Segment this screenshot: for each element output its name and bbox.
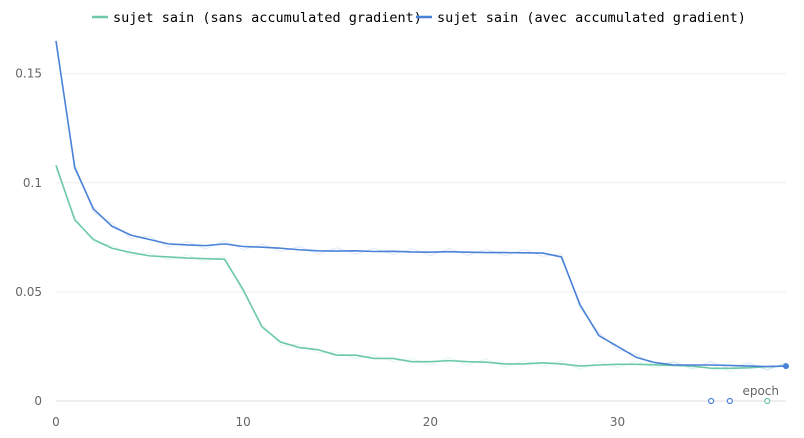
y-tick-label: 0 bbox=[34, 394, 42, 408]
series-points bbox=[708, 363, 789, 405]
x-tick-label: 30 bbox=[610, 415, 625, 429]
axis-marker[interactable] bbox=[764, 397, 771, 405]
raw-trace-1 bbox=[55, 44, 787, 371]
raw-trace-0 bbox=[55, 168, 787, 373]
series-end-point[interactable] bbox=[783, 363, 789, 370]
legend[interactable]: sujet sain (sans accumulated gradient) s… bbox=[92, 10, 746, 26]
y-tick-label: 0.1 bbox=[23, 176, 42, 190]
y-tick-label: 0.05 bbox=[15, 285, 42, 299]
series-lines bbox=[55, 40, 787, 370]
x-tick-label: 0 bbox=[52, 415, 60, 429]
y-tick-label: 0.15 bbox=[15, 67, 42, 81]
x-axis-title: epoch bbox=[742, 384, 779, 398]
legend-label-sans[interactable]: sujet sain (sans accumulated gradient) bbox=[113, 10, 422, 26]
axis-marker[interactable] bbox=[726, 397, 733, 405]
axis-marker[interactable] bbox=[708, 397, 715, 405]
legend-label-avec[interactable]: sujet sain (avec accumulated gradient) bbox=[437, 10, 746, 26]
series-line-1[interactable] bbox=[55, 40, 787, 368]
grid-lines bbox=[56, 73, 786, 402]
axis-ticks: 0 0.05 0.1 0.15 0 10 20 30 bbox=[15, 67, 625, 429]
series-line-0[interactable] bbox=[55, 165, 787, 370]
raw-series-traces bbox=[55, 44, 787, 373]
x-tick-label: 10 bbox=[236, 415, 251, 429]
x-tick-label: 20 bbox=[423, 415, 438, 429]
